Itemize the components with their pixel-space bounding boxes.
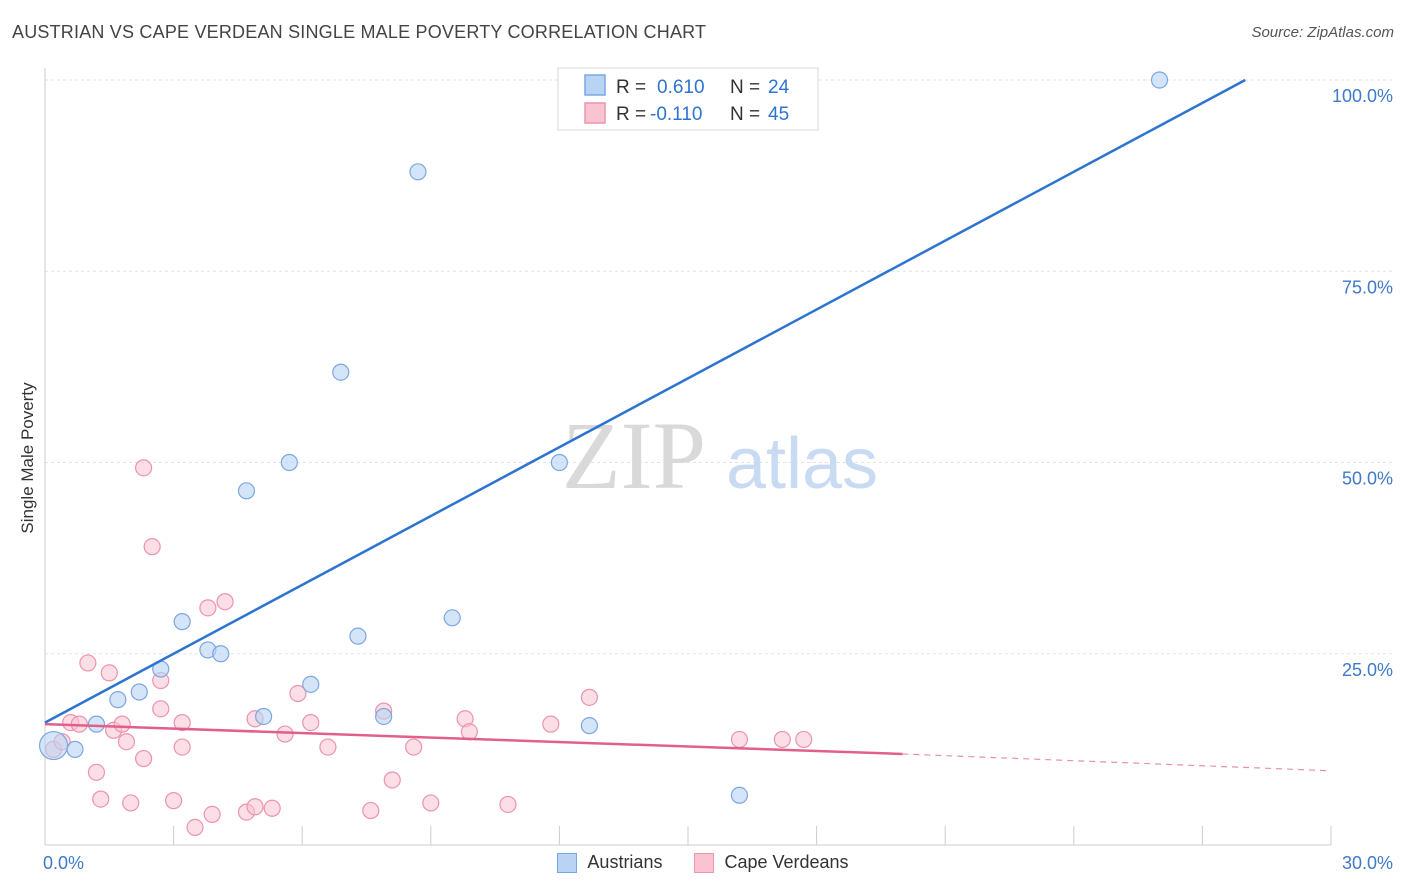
legend-top: R = 0.610 N = 24 R = -0.110 N = 45 (557, 67, 819, 131)
cape-verdeans-point (730, 730, 749, 749)
legend-bottom: Austrians Cape Verdeans (0, 852, 1406, 873)
cape-verdeans-point (580, 688, 599, 706)
cape-verdeans-point (173, 713, 191, 732)
austrians-point (212, 645, 230, 663)
legend-swatch-cape-verdeans (694, 852, 715, 873)
cape-verdeans-point (113, 715, 131, 733)
cape-verdeans-point (92, 790, 110, 808)
cape-verdeans-point (143, 538, 161, 556)
austrians-point (730, 786, 749, 804)
austrians-point (237, 482, 256, 500)
watermark: ZIP atlas (562, 402, 878, 509)
y-tick-label: 25.0% (1342, 660, 1393, 680)
cape-verdeans-point (216, 593, 234, 611)
austrians-point (550, 453, 569, 472)
watermark-zip: ZIP (562, 402, 706, 509)
austrians-point (302, 675, 320, 693)
chart-title: AUSTRIAN VS CAPE VERDEAN SINGLE MALE POV… (12, 22, 707, 42)
axes (44, 68, 1332, 846)
cape-verdeans-point (186, 818, 204, 837)
y-axis-label: Single Male Poverty (18, 382, 37, 534)
x-tick-label: 0.0% (43, 853, 84, 873)
legend-swatch-cape-verdeans (584, 102, 606, 124)
legend-n-value-cape-verdeans: 45 (768, 104, 789, 125)
austrians-point (349, 627, 367, 645)
austrians-point (332, 363, 350, 381)
cape-verdeans-trend-line (44, 722, 903, 756)
cape-verdeans-point (203, 805, 221, 824)
y-tick-label: 75.0% (1342, 277, 1393, 297)
austrians-point (443, 609, 461, 627)
legend-swatch-austrians (584, 74, 606, 96)
cape-verdeans-point (276, 725, 294, 743)
cape-verdeans-point (289, 684, 307, 703)
austrians-point (109, 691, 127, 709)
cape-verdeans-point (122, 794, 140, 812)
legend-r-value-cape-verdeans: -0.110 (650, 104, 702, 125)
source-label: Source: ZipAtlas.com (1251, 24, 1394, 41)
cape-verdeans-point (199, 599, 217, 617)
cape-verdeans-point (460, 723, 478, 741)
austrians-point (255, 707, 273, 726)
cape-verdeans-point (263, 799, 281, 817)
cape-verdeans-point (405, 738, 423, 756)
legend-item-austrians[interactable]: Austrians (557, 852, 662, 873)
cape-verdeans-point (87, 763, 106, 781)
cape-verdeans-point (134, 749, 153, 768)
austrians-point (1150, 71, 1169, 89)
cape-verdeans-point (165, 792, 183, 810)
cape-verdeans-point (134, 459, 153, 477)
legend-swatch-austrians (557, 852, 578, 873)
cape-verdeans-point (362, 801, 380, 820)
y-tick-label: 50.0% (1342, 469, 1393, 489)
austrians-point (87, 715, 106, 733)
cape-verdeans-point (383, 771, 401, 789)
cape-verdeans-point (422, 794, 440, 812)
legend-label-austrians: Austrians (587, 852, 663, 872)
cape-verdeans-point (79, 654, 97, 672)
legend-n-label: N = (730, 104, 760, 125)
austrians-point (375, 707, 393, 726)
legend-label-cape-verdeans: Cape Verdeans (724, 852, 849, 872)
cape-verdeans-point (795, 730, 813, 749)
trend-lines (44, 78, 1332, 772)
cape-verdeans-point (773, 730, 791, 749)
austrians-point (280, 453, 298, 472)
tick-labels: 25.0% 50.0% 75.0% 100.0% 0.0% 30.0% (43, 86, 1393, 873)
legend-n-value-austrians: 24 (768, 77, 790, 98)
x-tick-label: 30.0% (1342, 853, 1393, 873)
cape-verdeans-trend-extension (902, 753, 1332, 772)
austrians-point (130, 683, 148, 701)
cape-verdeans-point (100, 664, 118, 682)
austrians-trend-line (44, 78, 1246, 724)
cape-verdeans-points (44, 459, 813, 837)
austrians-point (66, 740, 84, 758)
austrians-point (38, 730, 69, 761)
cape-verdeans-point (319, 738, 337, 756)
legend-n-label: N = (730, 77, 760, 98)
cape-verdeans-point (542, 715, 560, 733)
cape-verdeans-point (302, 713, 320, 732)
cape-verdeans-point (152, 700, 170, 718)
austrians-point (173, 613, 191, 631)
legend-item-cape-verdeans[interactable]: Cape Verdeans (694, 852, 849, 873)
cape-verdeans-point (499, 795, 517, 814)
austrians-point (409, 163, 427, 181)
legend-r-label: R = (616, 77, 646, 98)
y-tick-label: 100.0% (1332, 86, 1393, 106)
cape-verdeans-point (246, 798, 264, 816)
legend-r-label: R = (616, 104, 646, 125)
legend-r-value-austrians: 0.610 (657, 77, 705, 98)
cape-verdeans-point (173, 738, 191, 756)
cape-verdeans-point (117, 733, 136, 751)
austrians-point (580, 717, 599, 735)
grid (45, 79, 1395, 655)
watermark-atlas: atlas (726, 424, 878, 504)
